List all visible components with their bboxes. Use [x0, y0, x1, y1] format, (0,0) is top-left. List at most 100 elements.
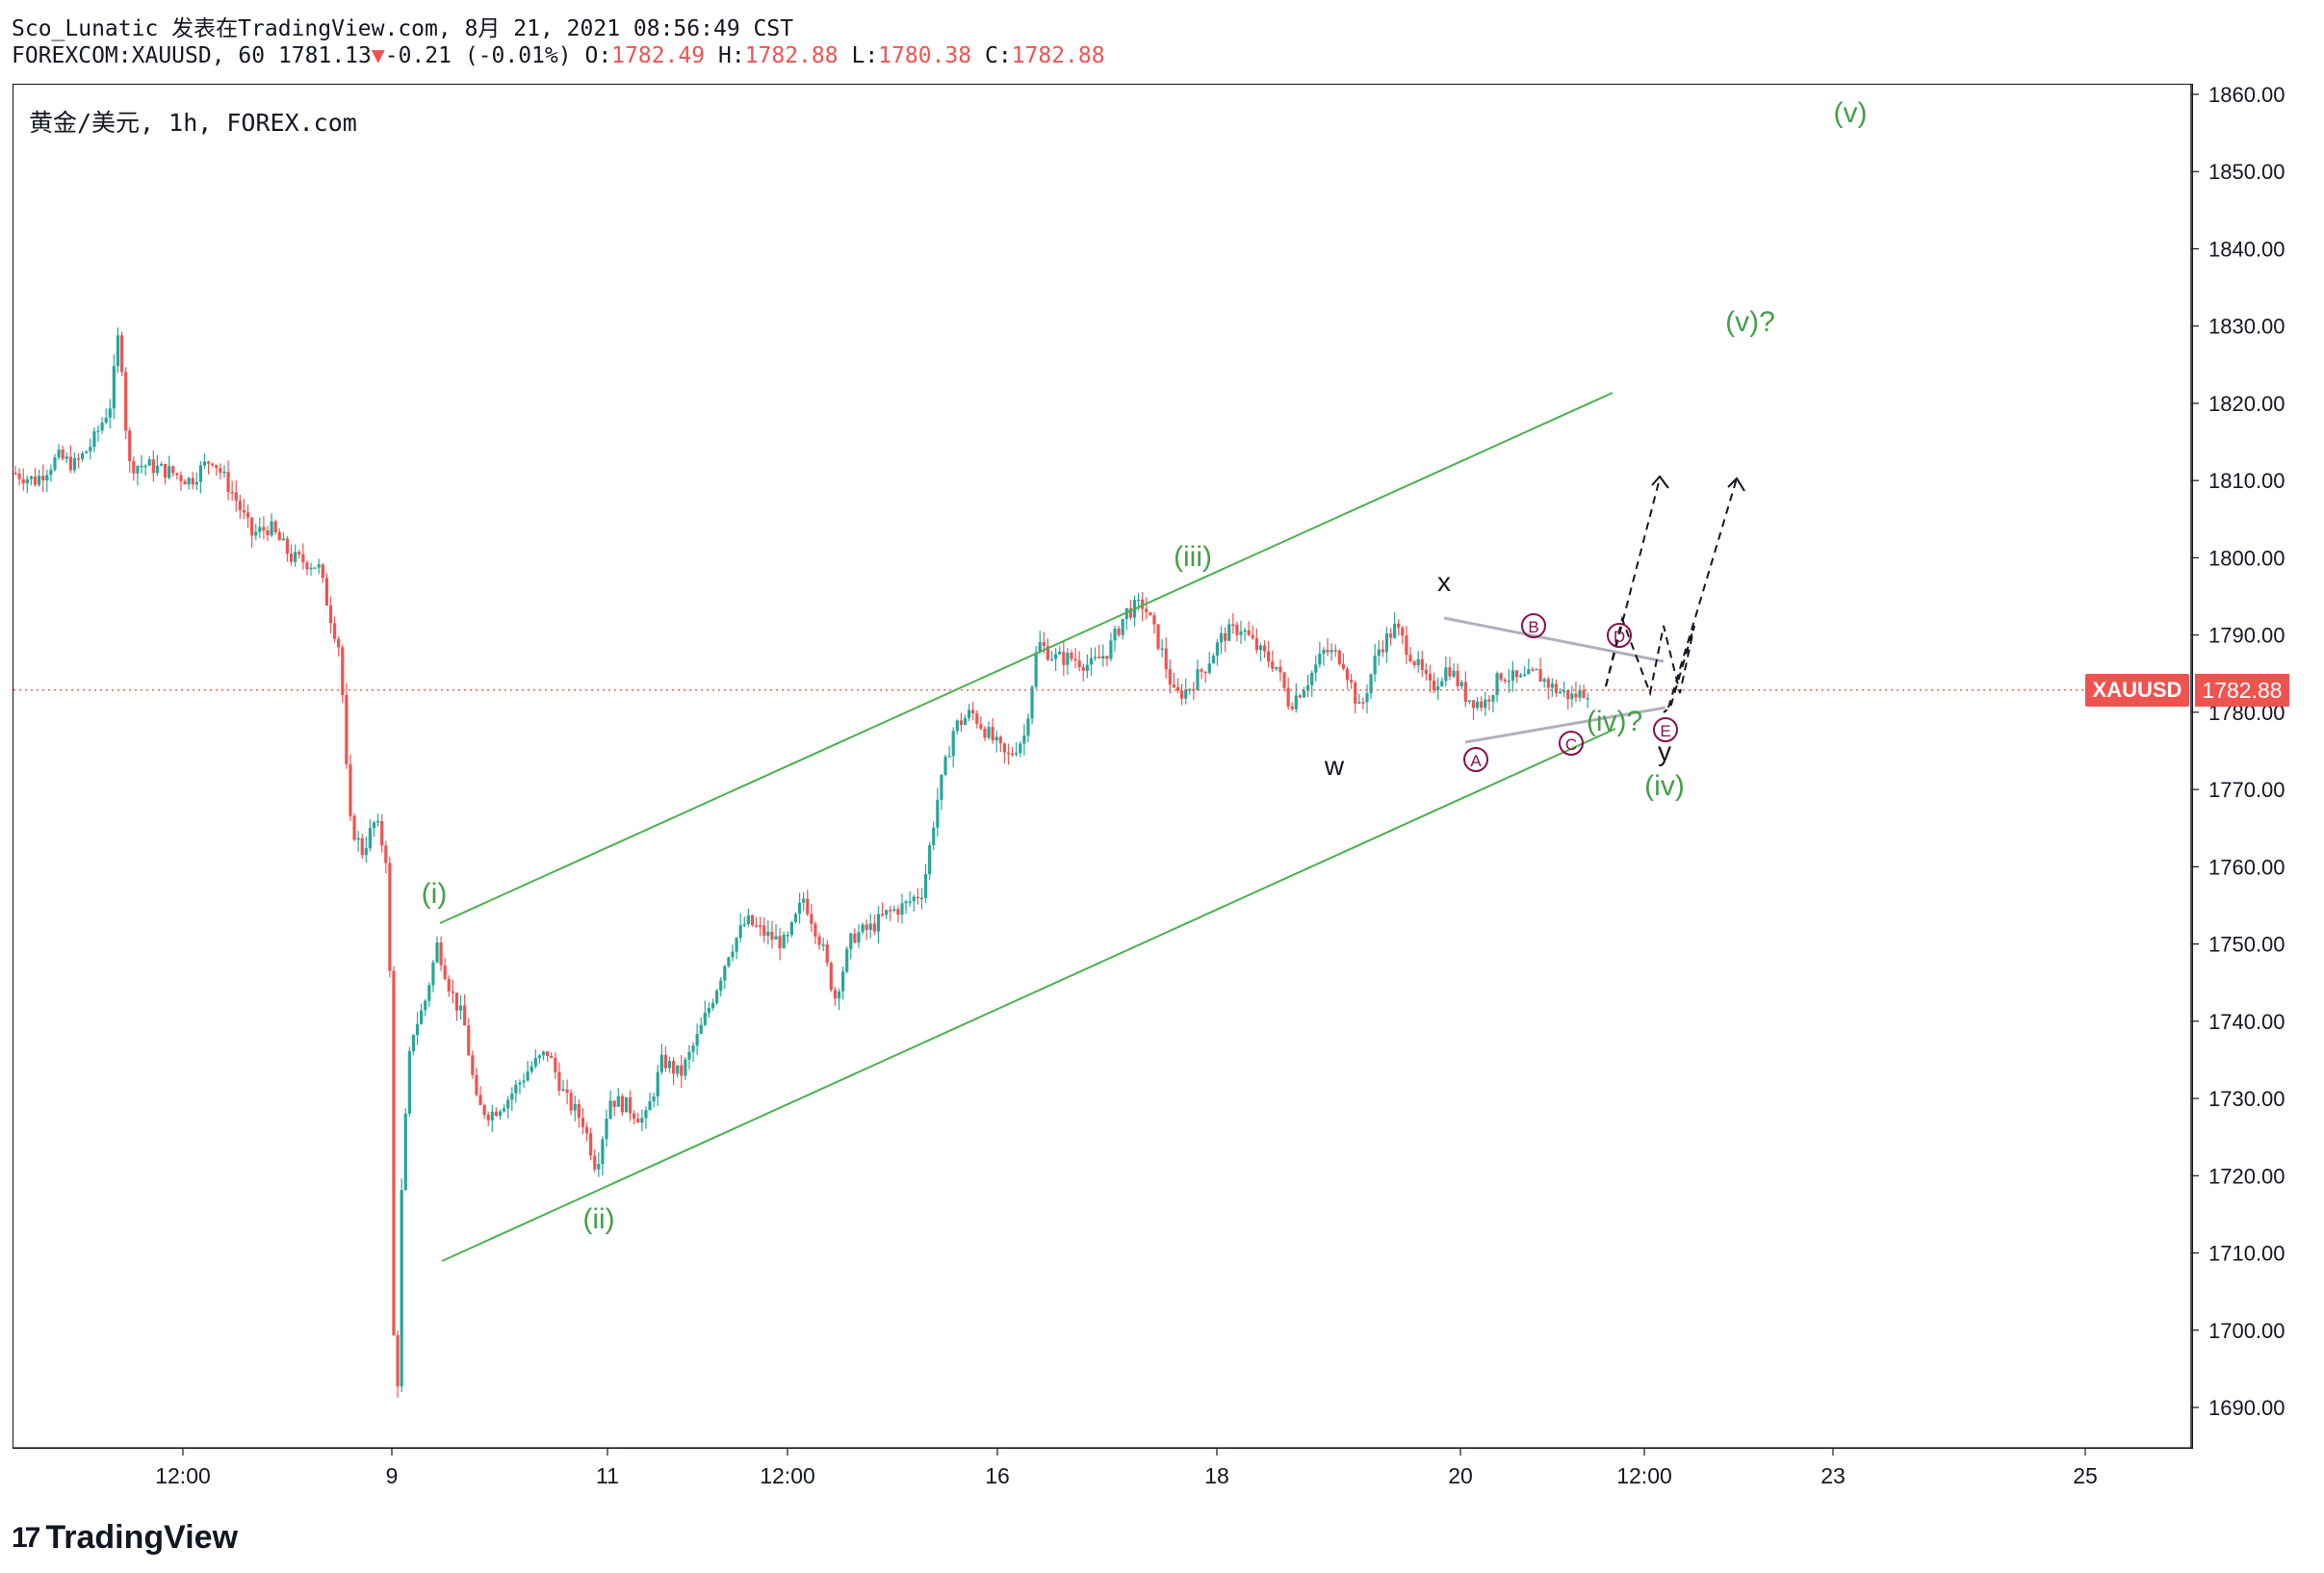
candle-body: [991, 727, 994, 741]
candle-body: [652, 1096, 656, 1101]
candle-body: [932, 827, 936, 845]
candle-body: [1038, 642, 1042, 653]
candle-body: [778, 936, 782, 948]
x-tick-label: 12:00: [155, 1463, 211, 1488]
candle-body: [1180, 690, 1184, 699]
candle-body: [65, 456, 68, 459]
candle-body: [1337, 650, 1341, 664]
candle-body: [1459, 682, 1463, 686]
candle-body: [364, 847, 368, 856]
y-tick-label: 1820.00: [2208, 392, 2285, 416]
down-arrow-icon: ▼: [371, 43, 385, 68]
candle-body: [1412, 661, 1416, 665]
candle-body: [1463, 682, 1467, 703]
candle-body: [1267, 651, 1271, 662]
candle-body: [1550, 683, 1554, 688]
candle-body: [305, 562, 309, 570]
candle-body: [273, 521, 277, 532]
candle-body: [245, 512, 250, 518]
candle-body: [1373, 656, 1377, 675]
price-tag-value: 1782.88: [2195, 674, 2289, 707]
candle-body: [766, 931, 770, 936]
candle-body: [687, 1051, 691, 1060]
candle-body: [719, 980, 723, 992]
candle-body: [1278, 666, 1282, 673]
candle-body: [1448, 667, 1452, 677]
candle-body: [33, 476, 38, 485]
candle-body: [1341, 663, 1346, 669]
candle-body: [1097, 657, 1101, 659]
candle-body: [53, 457, 57, 470]
candle-body: [376, 820, 380, 823]
x-tick-label: 11: [596, 1463, 619, 1488]
candle-body: [955, 720, 959, 732]
candle-body: [1105, 656, 1109, 659]
candle-body: [1361, 702, 1365, 704]
candle-body: [45, 475, 49, 480]
candle-body: [1330, 650, 1333, 653]
candle-body: [482, 1104, 486, 1116]
candle-body: [119, 335, 124, 373]
candle-body: [1381, 649, 1384, 653]
candle-body: [640, 1118, 644, 1123]
channel-upper-line: [439, 392, 1614, 924]
candle-body: [1211, 656, 1215, 664]
candle-body: [1333, 650, 1337, 652]
close-value: 1782.88: [1011, 43, 1105, 68]
candle-body: [624, 1096, 629, 1113]
candle-body: [112, 366, 116, 409]
candle-body: [916, 896, 919, 899]
candle-body: [124, 372, 128, 431]
candle-body: [332, 623, 337, 639]
candle-body: [577, 1104, 581, 1119]
candle-body: [849, 933, 853, 949]
candle-body: [502, 1108, 506, 1112]
candle-body: [1113, 628, 1117, 641]
candle-body: [947, 756, 951, 758]
candle-body: [72, 458, 77, 471]
candle-body: [680, 1065, 684, 1076]
candle-body: [147, 459, 151, 466]
candle-body: [281, 538, 285, 541]
candle-body: [541, 1051, 546, 1056]
candle-body: [1085, 664, 1089, 671]
candle-body: [1452, 670, 1456, 677]
candle-body: [198, 465, 203, 482]
candle-body: [1354, 682, 1357, 704]
candle-body: [1527, 669, 1531, 675]
candle-body: [533, 1057, 537, 1067]
candle-body: [593, 1155, 597, 1170]
candle-body: [1507, 681, 1511, 683]
candle-body: [904, 901, 908, 904]
candle-body: [1377, 649, 1381, 657]
candle-body: [234, 492, 238, 502]
candle-body: [478, 1095, 482, 1105]
candle-body: [845, 948, 849, 972]
candle-body: [1282, 672, 1286, 688]
candle-body: [589, 1133, 593, 1156]
tradingview-logo[interactable]: 17 TradingView: [12, 1519, 238, 1557]
symbol-ohlc-line: FOREXCOM:XAUUSD, 60 1781.13▼-0.21 (-0.01…: [12, 43, 1105, 68]
candle-body: [262, 527, 266, 530]
candle-body: [896, 909, 900, 915]
publisher-line: Sco_Lunatic 发表在TradingView.com, 8月 21, 2…: [12, 16, 794, 41]
candle-body: [584, 1126, 589, 1134]
candle-body: [1424, 669, 1428, 674]
candle-body: [415, 1023, 420, 1036]
triangle-point-label: B: [1528, 618, 1538, 636]
candle-body: [372, 822, 376, 829]
candle-body: [76, 458, 81, 460]
candle-body: [226, 471, 230, 493]
candle-body: [703, 1013, 707, 1025]
candle-body: [1554, 683, 1559, 694]
candle-body: [691, 1045, 695, 1052]
candle-body: [254, 531, 258, 536]
candle-body: [1175, 686, 1180, 691]
price-tag-symbol: XAUUSD: [2085, 674, 2189, 707]
candle-body: [1062, 652, 1066, 665]
candle-body: [1523, 674, 1527, 676]
candle-body: [128, 430, 132, 461]
candle-body: [813, 923, 817, 937]
candle-body: [494, 1111, 499, 1117]
